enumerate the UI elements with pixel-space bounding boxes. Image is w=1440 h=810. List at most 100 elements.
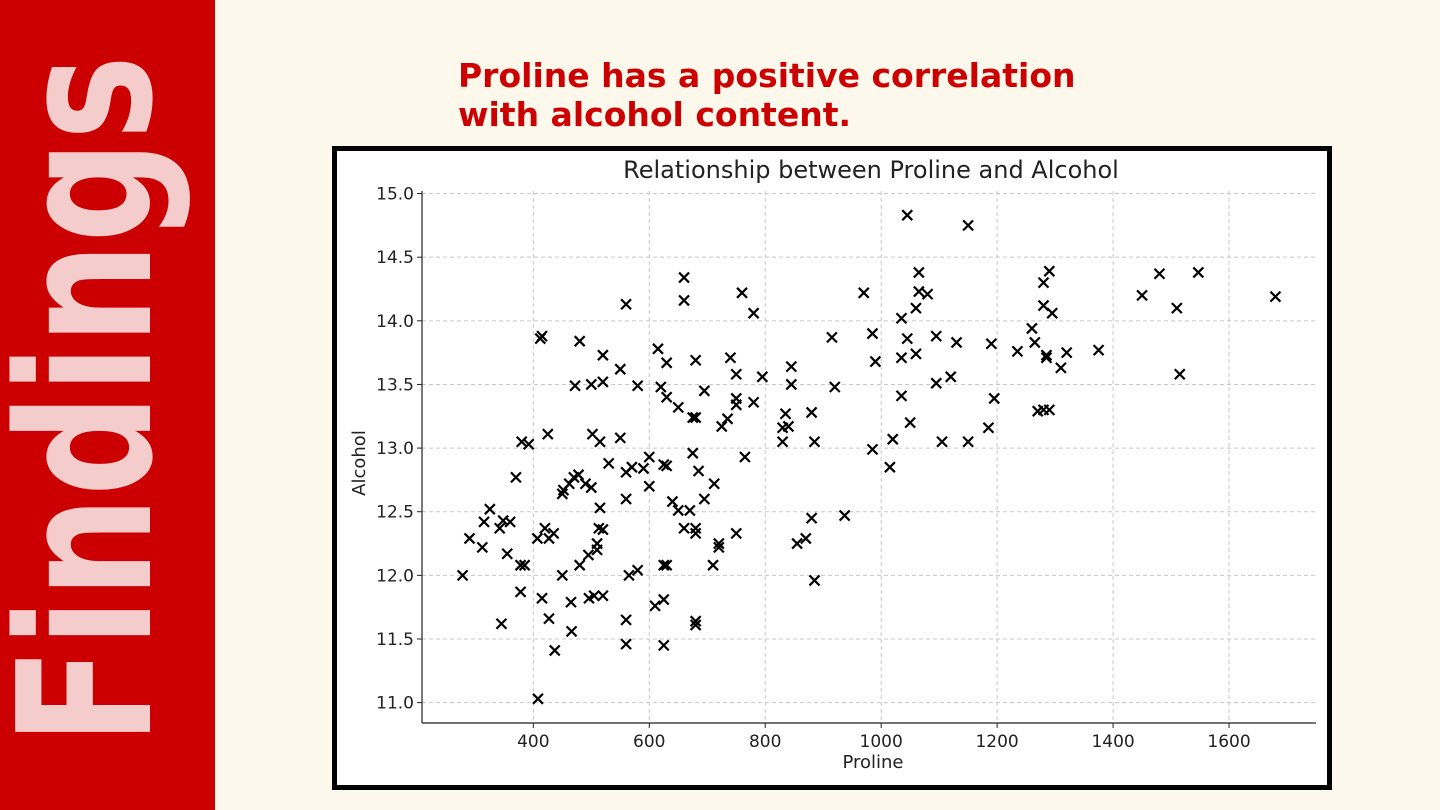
x-tick-label: 800 [749,732,781,752]
data-point [791,537,803,550]
data-point [484,503,496,515]
x-tick-label: 1400 [1091,732,1134,752]
data-point [936,435,948,448]
data-point [652,343,664,355]
data-point [776,435,789,448]
data-point [631,379,644,392]
x-tick-label: 1000 [860,732,903,752]
data-point [826,331,838,344]
data-point [692,465,705,477]
y-tick-label: 11.5 [376,630,414,650]
x-axis-label: Proline [842,752,903,773]
data-point [597,376,609,388]
data-point [543,612,555,625]
data-point [866,443,879,456]
data-point [657,639,670,652]
y-tick-label: 13.0 [376,439,414,459]
data-point [962,435,974,448]
data-point [829,381,841,393]
data-point [713,537,725,550]
data-point [1040,349,1053,361]
data-point [869,355,882,368]
data-point [808,574,821,587]
data-point [597,589,609,602]
data-point [1040,351,1053,364]
y-axis-label: Alcohol [349,430,370,496]
data-point [620,638,632,650]
data-point [514,559,527,571]
data-point [785,378,798,391]
data-point [585,378,598,391]
data-point [904,416,916,429]
data-point [657,593,670,606]
data-point [1055,362,1067,374]
data-point [678,271,690,284]
data-point [689,354,702,367]
chart-frame: Relationship between Proline and Alcohol… [332,146,1332,790]
y-tick-label: 15.0 [376,185,414,205]
data-point [666,495,679,508]
data-point [678,294,690,307]
data-point [785,360,798,373]
data-point [901,332,914,345]
data-point [724,351,737,364]
data-point [747,307,760,319]
data-point [672,401,685,414]
data-point [689,619,702,631]
data-point [515,435,528,448]
data-point [660,559,673,571]
data-point [573,335,586,347]
data-point [1029,336,1041,349]
data-point [988,392,1001,405]
data-point [620,493,632,505]
data-point [698,493,711,505]
data-point [655,381,667,393]
data-point [597,349,609,361]
data-point [913,266,925,279]
data-point [591,544,603,556]
data-point [657,559,670,571]
data-point [476,541,489,554]
x-tick-label: 1200 [975,732,1018,752]
data-point [739,451,751,463]
data-point [565,625,578,638]
data-point [698,385,711,397]
data-point [708,477,720,490]
data-point [556,569,569,582]
data-point [495,617,508,630]
data-point [573,559,586,571]
data-point [1092,344,1105,356]
data-point [602,457,615,470]
data-point [730,399,743,411]
data-point [838,509,851,522]
data-point [620,614,632,626]
data-point [910,302,922,314]
data-point [730,368,743,381]
y-tick-label: 12.0 [376,566,414,586]
data-point [660,391,673,403]
slide-title: Proline has a positive correlation with … [458,56,1076,134]
data-point [721,413,734,425]
data-point [715,420,728,433]
data-point [565,596,577,608]
data-point [686,411,699,424]
data-point [588,589,600,602]
data-point [522,438,535,451]
data-point [730,527,743,540]
data-point [536,592,548,605]
data-point [643,480,656,493]
data-point [689,522,702,535]
sidebar: Findings [0,0,215,810]
data-point [493,522,506,535]
data-point [985,337,998,350]
data-point [614,363,627,375]
data-point [689,411,702,424]
data-point [548,644,561,657]
data-point [756,371,769,383]
data-point [672,504,685,517]
data-point [805,512,818,524]
data-point [901,209,914,221]
data-point [582,549,595,561]
x-tick-label: 1600 [1207,732,1250,752]
